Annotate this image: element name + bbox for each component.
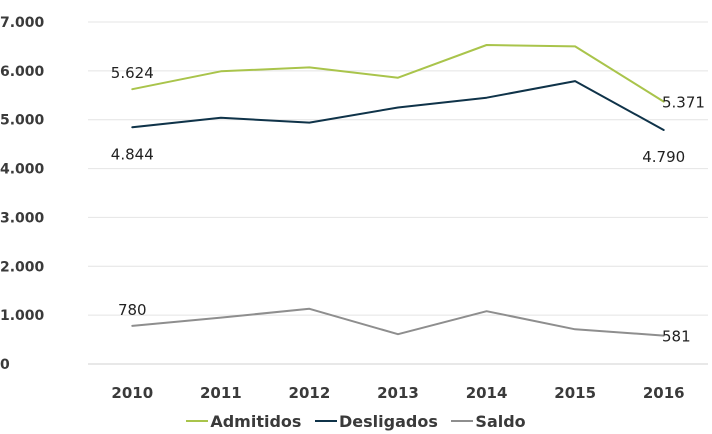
y-tick-label: 6.000: [0, 64, 45, 80]
x-tick-label: 2012: [289, 384, 331, 402]
legend-label-saldo: Saldo: [475, 412, 526, 431]
data-label-desligados: 4.844: [111, 145, 154, 163]
x-axis: 2010 2011 2012 2013 2014 2015 2016: [111, 384, 684, 402]
legend-swatch-saldo: [451, 419, 474, 422]
x-tick-label: 2010: [111, 384, 153, 402]
y-tick-label: 0: [0, 357, 10, 373]
gridlines: [88, 21, 708, 365]
data-label-admitidos: 5.624: [111, 64, 154, 82]
series-lines: [131, 44, 665, 337]
legend-swatch-admitidos: [186, 419, 209, 422]
data-labels: 5.624 5.371 4.844 4.790 780 581: [111, 64, 705, 345]
x-tick-label: 2015: [554, 384, 596, 402]
legend-swatch-desligados: [315, 419, 337, 422]
series-line-admitidos: [131, 44, 665, 103]
y-tick-label: 7.000: [0, 15, 45, 31]
series-line-desligados: [131, 80, 665, 131]
x-tick-label: 2011: [200, 384, 242, 402]
legend-label-desligados: Desligados: [339, 412, 438, 431]
legend: Admitidos Desligados Saldo: [0, 412, 712, 431]
legend-label-admitidos: Admitidos: [210, 412, 302, 431]
y-tick-label: 2.000: [0, 259, 45, 275]
y-tick-label: 1.000: [0, 308, 45, 324]
legend-item-desligados: Desligados: [315, 412, 438, 431]
data-label-admitidos: 5.371: [662, 94, 705, 112]
data-label-saldo: 581: [662, 328, 691, 346]
x-tick-label: 2013: [377, 384, 419, 402]
data-label-desligados: 4.790: [642, 148, 685, 166]
legend-item-saldo: Saldo: [451, 412, 526, 431]
x-tick-label: 2014: [466, 384, 508, 402]
y-tick-label: 3.000: [0, 210, 45, 226]
series-line-saldo: [131, 307, 665, 337]
legend-item-admitidos: Admitidos: [186, 412, 301, 431]
y-axis: 0 1.000 2.000 3.000 4.000 5.000 6.000 7.000: [0, 15, 45, 373]
data-label-saldo: 780: [118, 301, 147, 319]
y-tick-label: 4.000: [0, 162, 45, 178]
y-tick-label: 5.000: [0, 113, 45, 129]
x-tick-label: 2016: [643, 384, 685, 402]
